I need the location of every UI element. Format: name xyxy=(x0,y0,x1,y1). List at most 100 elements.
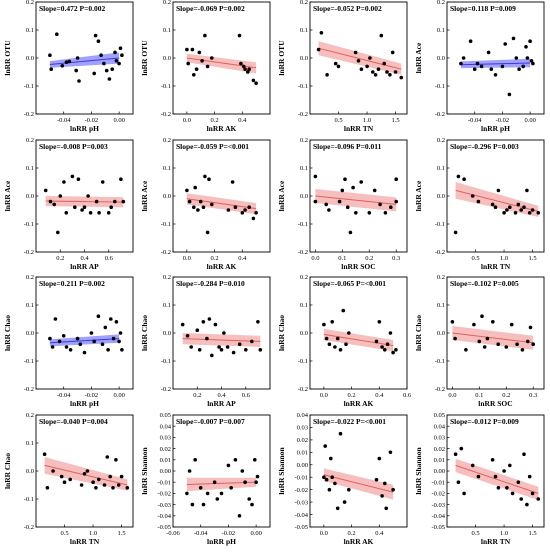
x-tick-label: 0.6 xyxy=(242,392,251,399)
data-point xyxy=(528,325,533,330)
y-tick-label: 0.2 xyxy=(300,0,308,6)
data-point xyxy=(399,75,404,80)
data-point xyxy=(480,314,484,319)
data-point xyxy=(243,480,247,485)
data-point xyxy=(59,474,64,479)
data-point xyxy=(374,339,379,344)
x-tick-label: 0.2 xyxy=(348,392,356,399)
data-point xyxy=(190,47,195,52)
x-axis-title: lnRR TN xyxy=(70,537,100,546)
data-point xyxy=(194,67,199,71)
y-tick-label: 0.0 xyxy=(163,55,171,62)
data-point xyxy=(250,339,254,344)
y-tick-label: 0.0 xyxy=(26,55,34,62)
y-tick-label: -0.2 xyxy=(435,386,445,393)
data-point xyxy=(60,64,65,68)
y-tick-label: 0.2 xyxy=(163,137,171,144)
data-point xyxy=(515,342,519,347)
y-tick-label: 0.04 xyxy=(434,423,446,430)
data-point xyxy=(322,322,326,327)
data-point xyxy=(316,47,321,52)
data-point xyxy=(313,199,318,204)
data-point xyxy=(519,208,523,212)
data-point xyxy=(391,350,395,355)
data-point xyxy=(118,46,123,50)
y-tick-label: 0.0 xyxy=(163,330,171,337)
data-point xyxy=(327,208,331,212)
y-tick-label: -0.1 xyxy=(161,221,171,228)
regression-line xyxy=(323,474,394,493)
data-point xyxy=(479,64,484,69)
data-point xyxy=(207,177,211,181)
x-tick-label: 0.6 xyxy=(403,392,412,399)
slope-p-annotation: Slope=-0.069 P=0.002 xyxy=(176,4,245,13)
data-point xyxy=(385,342,390,347)
panel-7: 0.0 0.1 0.2 0.3 -0.2 -0.1 0.0 0.1 0.2 Slope=-0.09… xyxy=(277,137,408,271)
data-point xyxy=(119,177,123,181)
y-axis-title: lnRR Ace xyxy=(414,42,423,73)
y-tick-label: -0.2 xyxy=(24,386,34,393)
data-point xyxy=(91,480,95,485)
data-point xyxy=(52,202,56,207)
data-point xyxy=(365,64,369,69)
y-tick-label: 0.02 xyxy=(297,437,308,444)
data-point xyxy=(56,230,60,235)
x-tick-label: 1.5 xyxy=(529,255,537,262)
x-tick-label: 0.6 xyxy=(105,255,114,262)
data-point xyxy=(373,73,378,77)
x-axis-title: lnRR SOC xyxy=(478,399,512,408)
y-tick-label: -0.03 xyxy=(294,499,308,506)
y-axis-title: lnRR Chao xyxy=(3,315,12,351)
data-point xyxy=(453,336,457,341)
data-point xyxy=(77,79,81,83)
data-point xyxy=(219,491,224,496)
plot-frame xyxy=(35,276,134,390)
data-point xyxy=(254,480,258,485)
data-point xyxy=(394,177,399,181)
data-point xyxy=(461,56,466,60)
data-point xyxy=(212,480,217,485)
data-point xyxy=(509,322,514,327)
y-tick-label: 0.2 xyxy=(26,0,34,6)
data-point xyxy=(107,77,112,81)
regression-line xyxy=(49,338,120,344)
data-point xyxy=(57,339,62,344)
data-point xyxy=(385,70,389,74)
x-tick-label: 0.0 xyxy=(320,392,328,399)
data-point xyxy=(526,339,530,344)
y-axis-title: lnRR OTU xyxy=(3,40,12,76)
data-point xyxy=(67,59,72,64)
y-tick-label: 0.2 xyxy=(163,0,171,6)
data-point xyxy=(51,469,55,473)
data-point xyxy=(459,446,464,451)
data-point xyxy=(327,487,332,492)
data-point xyxy=(453,452,458,457)
data-point xyxy=(92,339,96,344)
data-point xyxy=(462,491,466,496)
data-point xyxy=(453,230,458,235)
data-point xyxy=(380,345,384,349)
y-tick-label: 0.04 xyxy=(160,423,172,430)
x-axis-title: lnRR pH xyxy=(70,399,99,408)
y-tick-label: 0.01 xyxy=(160,457,171,464)
data-point xyxy=(513,211,518,215)
data-point xyxy=(359,180,364,184)
data-point xyxy=(347,487,351,492)
data-point xyxy=(472,322,476,327)
y-tick-label: -0.04 xyxy=(294,512,308,519)
y-tick-label: -0.2 xyxy=(161,111,171,118)
y-tick-label: -0.1 xyxy=(435,358,445,365)
data-point xyxy=(70,174,75,179)
data-point xyxy=(187,469,192,473)
data-point xyxy=(521,64,525,69)
data-point xyxy=(493,205,498,209)
data-point xyxy=(118,331,123,335)
y-axis-title: lnRR Ace xyxy=(140,180,149,211)
y-tick-label: -0.1 xyxy=(298,358,308,365)
data-point xyxy=(459,61,463,66)
x-axis-title: lnRR TN xyxy=(481,537,511,546)
data-point xyxy=(210,56,214,60)
y-axis-title: lnRR OTU xyxy=(140,40,149,76)
y-tick-label: 0.1 xyxy=(26,27,34,34)
data-point xyxy=(379,33,384,38)
